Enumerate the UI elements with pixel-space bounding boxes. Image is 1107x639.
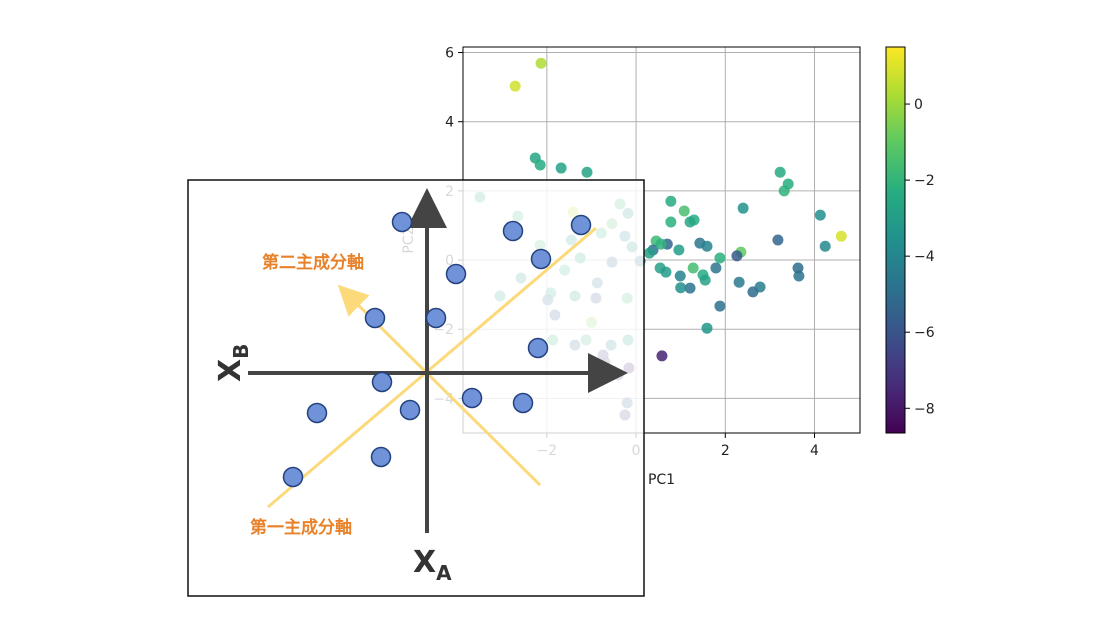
point <box>793 270 805 282</box>
y-tick-label: 4 <box>445 115 454 131</box>
colorbar-tick-label: −4 <box>914 249 935 265</box>
point <box>643 247 655 259</box>
point <box>665 216 677 228</box>
point <box>581 166 593 178</box>
y-tick-label: 6 <box>445 46 454 62</box>
point <box>731 250 743 262</box>
sample-points <box>282 211 592 488</box>
point <box>684 282 696 294</box>
point <box>714 300 726 312</box>
point <box>701 322 713 334</box>
axis-b-label: XB <box>213 344 253 382</box>
point <box>654 262 666 274</box>
point <box>655 238 667 250</box>
point <box>684 216 696 228</box>
point <box>710 262 722 274</box>
second-axis-label: 第二主成分軸 <box>262 252 364 273</box>
point <box>656 350 668 362</box>
point <box>555 162 567 174</box>
point <box>772 234 784 246</box>
colorbar-tick-label: −6 <box>914 325 935 341</box>
x-axis-label: PC1 <box>648 472 675 488</box>
first-axis <box>267 226 597 509</box>
point <box>754 281 766 293</box>
point <box>701 240 713 252</box>
diagram-box <box>187 179 645 597</box>
first-axis-label: 第一主成分軸 <box>250 517 352 538</box>
point <box>737 202 749 214</box>
point <box>675 282 687 294</box>
point <box>674 270 686 282</box>
colorbar-tick-label: 0 <box>914 97 923 113</box>
point <box>678 205 690 217</box>
point <box>778 185 790 197</box>
point <box>699 274 711 286</box>
point <box>534 159 546 171</box>
colorbar-tick-label: −2 <box>914 173 935 189</box>
point <box>687 262 699 274</box>
point <box>535 57 547 69</box>
point <box>665 195 677 207</box>
colorbar <box>885 46 906 434</box>
point <box>792 262 804 274</box>
x-tick-label: 2 <box>721 443 730 459</box>
diagram: 第二主成分軸 第一主成分軸 XA XB <box>187 179 645 597</box>
point <box>774 166 786 178</box>
point <box>714 252 726 264</box>
point <box>819 240 831 252</box>
x-tick-label: 4 <box>810 443 819 459</box>
point <box>835 230 847 242</box>
point <box>814 209 826 221</box>
point <box>733 276 745 288</box>
colorbar-tick-label: −8 <box>914 401 935 417</box>
axis-a-label: XA <box>413 545 452 585</box>
point <box>509 80 521 92</box>
point <box>673 244 685 256</box>
